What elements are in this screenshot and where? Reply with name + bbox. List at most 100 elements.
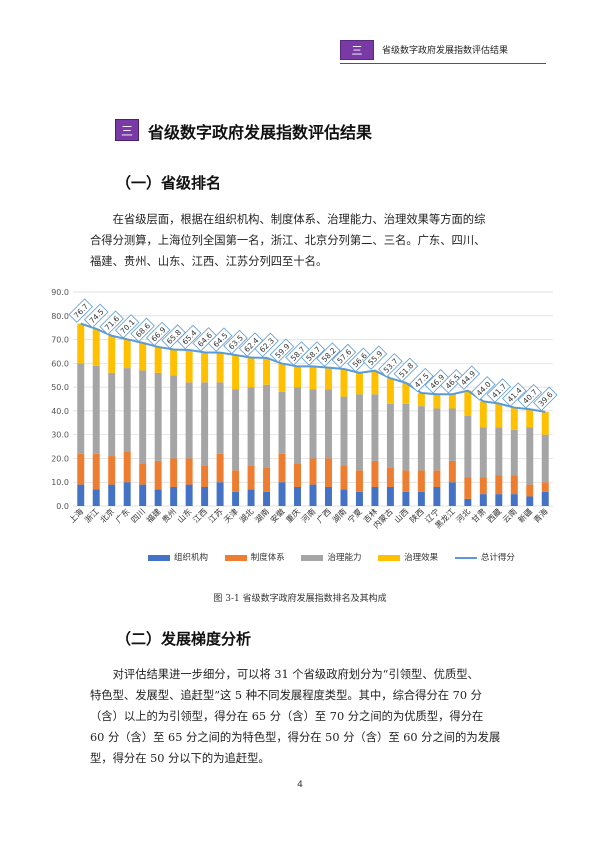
bar-segment: [495, 494, 503, 506]
bar-segment: [154, 489, 162, 506]
data-label-box: [347, 347, 372, 373]
data-label-box: [130, 317, 155, 343]
bar-segment: [464, 415, 472, 478]
total-score-line: [80, 322, 546, 413]
bar-segment: [216, 382, 224, 454]
data-label-box: [99, 310, 124, 335]
legend-swatch: [301, 554, 324, 561]
legend-label: 组织机构: [174, 553, 209, 563]
section-title: 省级数字政府发展指数评估结果: [148, 123, 373, 142]
legend-item: 制度体系: [224, 551, 285, 563]
bar-segment: [479, 401, 487, 428]
y-tick-label: 60.0: [51, 359, 69, 368]
bar-segment: [479, 427, 487, 478]
bar-segment: [309, 458, 317, 485]
bar-segment: [278, 482, 286, 506]
x-tick-label: 新疆: [516, 506, 534, 524]
bar-segment: [108, 372, 116, 457]
paragraph-line: 在省级层面，根据在组织机构、制度体系、治理能力、治理效果等方面的综: [112, 213, 486, 226]
bar-segment: [386, 467, 394, 487]
bar-segment: [417, 393, 425, 407]
bar-segment: [417, 470, 425, 492]
legend-line-swatch: [454, 556, 477, 559]
bar-segment: [325, 367, 332, 390]
bar-segment: [464, 477, 472, 499]
bar-segment: [139, 342, 147, 371]
paragraph-line: 对评估结果进一步细分，可以将 31 个省级政府划分为“引领型、优质型、: [112, 668, 479, 681]
bar-segment: [402, 470, 410, 492]
x-tick-label: 西藏: [485, 506, 503, 524]
data-label-box: [223, 329, 248, 355]
x-tick-label: 山东: [175, 506, 193, 524]
paragraph-ranking: 在省级层面，根据在组织机构、制度体系、治理能力、治理效果等方面的综 合得分测算，…: [90, 209, 510, 272]
bar-segment: [77, 323, 85, 364]
x-tick-label: 山西: [392, 506, 410, 524]
x-tick-label: 浙江: [82, 506, 100, 524]
legend-item: 治理能力: [301, 551, 361, 563]
bar-segment: [433, 470, 441, 487]
data-label-box: [316, 342, 341, 367]
data-label-box: [269, 338, 295, 363]
bar-segment: [448, 394, 456, 409]
bar-segment: [201, 486, 209, 506]
data-label-box: [486, 378, 512, 403]
bar-segment: [448, 460, 456, 483]
bar-segment: [355, 491, 363, 506]
bar-segment: [139, 484, 147, 506]
legend-item: 组织机构: [148, 551, 208, 563]
bar-segment: [386, 403, 394, 468]
bar-segment: [216, 352, 224, 383]
bar-segment: [417, 491, 425, 506]
bar-segment: [309, 366, 317, 390]
bar-segment: [278, 363, 286, 392]
bar-segment: [526, 409, 534, 428]
x-tick-label: 湖南: [330, 506, 348, 524]
bar-segment: [278, 453, 286, 483]
bar-segment: [479, 494, 487, 506]
x-tick-label: 陕西: [407, 506, 425, 524]
bar-segment: [201, 465, 209, 487]
y-tick-label: 10.0: [51, 478, 69, 487]
bar-segment: [541, 482, 549, 492]
bar-segment: [216, 482, 224, 506]
data-label-box: [517, 383, 543, 409]
header-title: 省级数字政府发展指数评估结果: [382, 46, 509, 56]
bar-segment: [77, 453, 85, 485]
y-tick-label: 90.0: [51, 288, 69, 297]
x-tick-label: 云南: [500, 506, 518, 524]
bar-segment: [433, 486, 441, 506]
data-label-box: [455, 365, 481, 390]
bar-segment: [371, 460, 379, 487]
data-label-box: [502, 382, 527, 407]
bar-segment: [448, 482, 456, 506]
bar-segment: [247, 465, 255, 490]
bar-segment: [448, 408, 456, 461]
bar-segment: [495, 403, 503, 428]
bar-segment: [263, 384, 271, 468]
bar-segment: [278, 391, 286, 454]
bar-segment: [510, 475, 518, 495]
data-label-box: [300, 341, 326, 366]
x-tick-label: 湖北: [238, 507, 256, 525]
header-chapter-badge: 三: [340, 40, 374, 60]
bar-segment: [232, 491, 240, 506]
subsection-title-ranking: （一）省级排名: [116, 174, 222, 192]
x-tick-label: 广东: [113, 506, 131, 524]
legend-label: 总计得分: [480, 553, 515, 563]
bar-segment: [170, 458, 178, 487]
bar-segment: [510, 407, 518, 430]
data-label-box: [471, 376, 496, 401]
bar-segment: [185, 458, 193, 485]
x-tick-label: 北京: [98, 506, 116, 524]
subsection-title-gradient: （二）发展梯度分析: [116, 630, 252, 648]
bar-segment: [294, 486, 301, 506]
data-label-box: [254, 332, 279, 358]
bar-segment: [510, 429, 518, 476]
bar-segment: [232, 355, 240, 390]
data-label-box: [533, 386, 558, 412]
legend-label: 制度体系: [250, 553, 285, 563]
data-label-box: [83, 303, 109, 329]
x-tick-label: 广西: [315, 506, 333, 524]
data-label-box: [409, 367, 434, 393]
bar-segment: [185, 382, 193, 459]
